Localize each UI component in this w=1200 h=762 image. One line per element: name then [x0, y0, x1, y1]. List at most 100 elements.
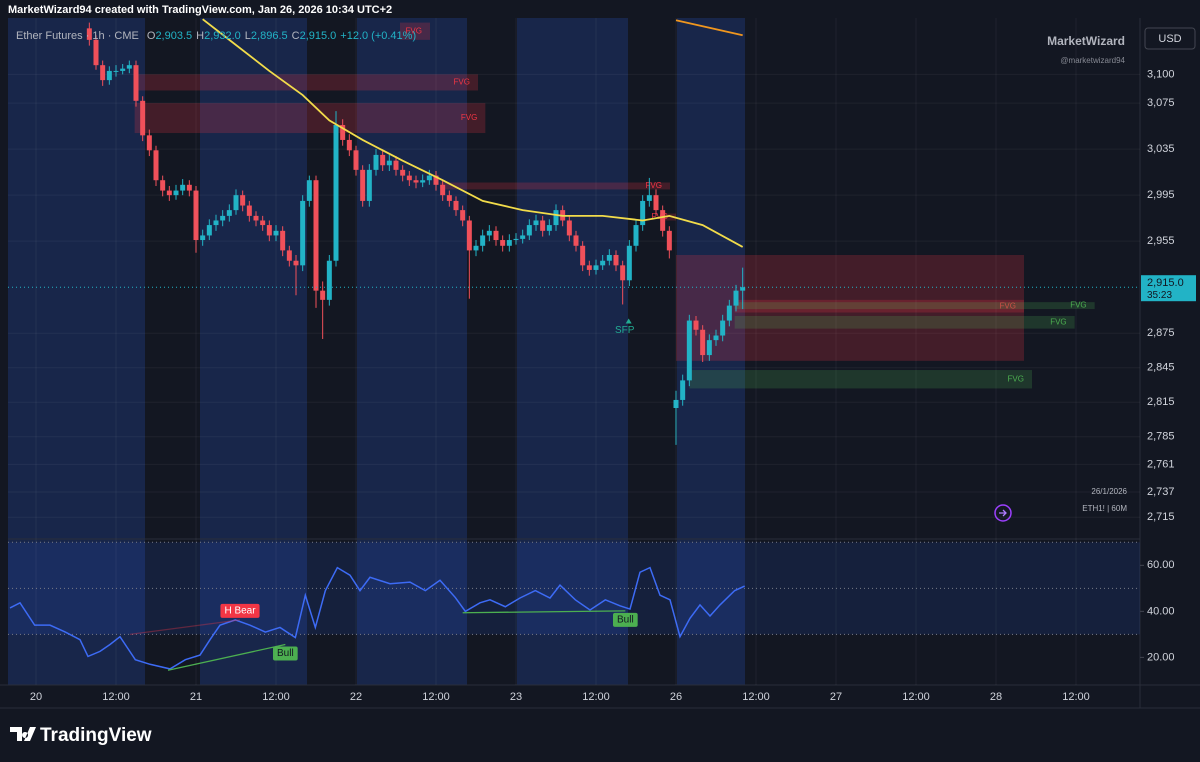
candle-body [366, 169, 372, 201]
x-tick-label: 28 [990, 691, 1002, 703]
candle-body [740, 287, 746, 291]
candle-body [733, 290, 739, 306]
candle-body [266, 225, 272, 236]
fvg-label: FVG [1008, 374, 1024, 383]
candle-body [613, 254, 619, 266]
candle-body [480, 235, 486, 246]
fvg-label: FVG [406, 26, 422, 35]
candle-body [106, 70, 112, 81]
candle-body [346, 139, 352, 151]
x-tick-label: 12:00 [742, 691, 770, 703]
candle-body [540, 220, 546, 231]
fvg-label: FVG [1070, 301, 1086, 310]
candle-body [653, 195, 659, 211]
candle-body [213, 220, 219, 226]
candle-body [640, 200, 646, 226]
candle-body [693, 320, 699, 330]
currency[interactable]: USD [1158, 33, 1181, 45]
replay-icon[interactable] [994, 504, 1012, 522]
watermark-handle: @marketwizard94 [1060, 56, 1125, 65]
candle-body [200, 235, 206, 241]
candle-body [226, 210, 232, 216]
rsi-tick-label: 40.00 [1147, 605, 1175, 617]
candle-body [686, 320, 692, 381]
candle-body [193, 190, 199, 241]
candle-body [173, 190, 179, 196]
candle-body [100, 65, 106, 81]
fvg-label: FVG [1000, 301, 1016, 310]
candle-body [706, 340, 712, 356]
fvg-label: FVG [1050, 317, 1066, 326]
candle-body [360, 169, 366, 201]
candle-body [306, 180, 312, 201]
candle-body [86, 28, 92, 40]
candle-body [520, 235, 526, 239]
candle-body [153, 150, 159, 181]
readout-value: 2,915.0 [300, 30, 337, 42]
candle-body [386, 160, 392, 166]
candle-body [133, 65, 139, 101]
fvg-zone [134, 74, 478, 91]
legend: Ether Futures · 1h · CME O2,903.5 H2,932.0… [16, 30, 416, 42]
candle-body [680, 380, 686, 400]
rsi-tick-label: 60.00 [1147, 559, 1175, 571]
readout-value: 2,903.5 [155, 30, 192, 42]
y-tick-label: 2,737 [1147, 486, 1175, 498]
fvg-zone [440, 182, 670, 190]
y-tick-label: 3,035 [1147, 143, 1175, 155]
x-tick-label: 27 [830, 691, 842, 703]
readout-key: C [292, 30, 300, 42]
candle-body [240, 195, 246, 206]
fvg-zone [689, 370, 1032, 389]
candle-body [493, 230, 499, 241]
sfp-label: SFP [615, 325, 635, 336]
candle-body [600, 260, 606, 266]
candle-body [620, 265, 626, 281]
moving-average [675, 19, 743, 37]
watermark-name: MarketWizard [1047, 34, 1125, 48]
candle-body [626, 245, 632, 281]
candle-body [160, 180, 166, 191]
attribution: MarketWizard94 created with TradingView.… [8, 4, 392, 16]
price-label: 2,915.0 [1147, 277, 1184, 289]
candle-body [220, 215, 226, 221]
x-tick-label: 22 [350, 691, 362, 703]
currency-box[interactable] [1144, 27, 1196, 50]
candle-body [126, 65, 132, 69]
y-tick-label: 2,845 [1147, 362, 1175, 374]
candle-body [146, 135, 152, 151]
x-tick-label: 23 [510, 691, 522, 703]
candle-body [433, 175, 439, 185]
fvg-zone [660, 213, 676, 221]
candle-body [580, 245, 586, 266]
candle-body [300, 200, 306, 266]
divergence-label-box [272, 646, 298, 661]
candle-body [666, 230, 672, 251]
x-tick-label: 12:00 [422, 691, 450, 703]
candle-body [513, 238, 519, 241]
rsi-pane: H Bear Bull Bull [8, 541, 1140, 671]
y-tick-label: 3,075 [1147, 97, 1175, 109]
brand: TradingView [40, 725, 152, 746]
candle-body [93, 39, 99, 66]
y-tick-label: 2,785 [1147, 431, 1175, 443]
candle-body [180, 184, 186, 191]
moving-average [202, 18, 744, 248]
candle-body [113, 70, 119, 72]
x-tick-label: 12:00 [902, 691, 930, 703]
candle-body [313, 180, 319, 291]
candle-body [726, 305, 732, 321]
divergence-label: Bull [617, 615, 634, 626]
countdown: 35:23 [1147, 290, 1172, 301]
candle-body [186, 184, 192, 191]
candle-body [646, 195, 652, 201]
readout-value: 2,932.0 [204, 30, 241, 42]
fvg-zone [676, 254, 1024, 361]
x-tick-label: 20 [30, 691, 42, 703]
price-label-box [1141, 275, 1196, 302]
candle-body [460, 210, 466, 221]
y-tick-label: 2,815 [1147, 396, 1175, 408]
candle-body [473, 245, 479, 251]
